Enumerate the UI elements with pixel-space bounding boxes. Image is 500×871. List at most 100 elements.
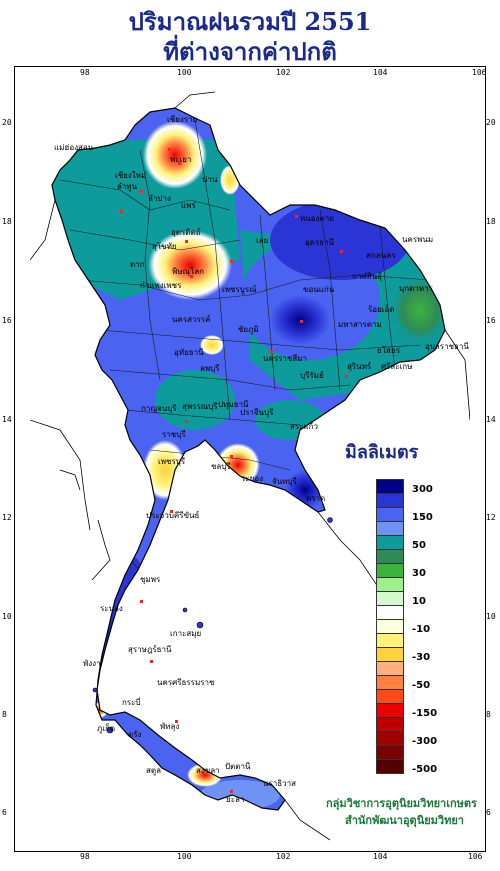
legend-swatch bbox=[376, 633, 404, 648]
place-label: เลย bbox=[256, 236, 269, 245]
place-label: ชุมพร bbox=[140, 575, 161, 584]
place-label: พัทลุง bbox=[160, 722, 180, 731]
place-label: สุราษฎร์ธานี bbox=[128, 645, 172, 654]
place-label: ร้อยเอ็ด bbox=[368, 305, 395, 314]
rainfall-anomaly-map bbox=[30, 91, 470, 841]
place-label: นครศรีธรรมราช bbox=[157, 678, 215, 687]
place-label: นครพนม bbox=[402, 235, 434, 244]
station-markers bbox=[120, 148, 348, 793]
place-label: สงขลา bbox=[196, 766, 220, 775]
place-label: อุทัยธานี bbox=[174, 348, 204, 357]
place-label: จันทบุรี bbox=[272, 477, 297, 486]
lat-tick-right-14: 14 bbox=[486, 415, 496, 424]
place-label: สระแก้ว bbox=[290, 422, 318, 431]
place-label: เชียงใหม่ bbox=[115, 171, 147, 180]
legend-label: -50 bbox=[412, 680, 431, 691]
legend-label: -300 bbox=[412, 736, 438, 747]
place-label: เชียงราย bbox=[167, 115, 198, 124]
credit-line-1: กลุ่มวิชาการอุตุนิยมวิทยาเกษตร bbox=[326, 797, 477, 810]
lon-tick-bottom-100: 100 bbox=[177, 852, 192, 861]
place-label: บุรีรัมย์ bbox=[300, 371, 324, 380]
place-label: ปทุมธานี bbox=[218, 400, 249, 409]
place-label: สุโขทัย bbox=[152, 242, 177, 251]
legend-swatch bbox=[376, 605, 404, 620]
place-label: หนองคาย bbox=[300, 214, 334, 223]
place-label: มหาสารคาม bbox=[338, 320, 382, 329]
place-label: ระนอง bbox=[100, 604, 123, 613]
map-title: ปริมาณฝนรวมปี 2551 bbox=[128, 7, 372, 36]
place-label: ตรัง bbox=[128, 730, 142, 739]
lat-tick-right-6: 6 bbox=[486, 808, 491, 817]
legend-label: -500 bbox=[412, 764, 438, 775]
lat-tick-right-12: 12 bbox=[486, 513, 496, 522]
map-subtitle: ที่ต่างจากค่าปกติ bbox=[163, 37, 337, 66]
legend-swatch bbox=[376, 563, 404, 578]
lon-tick-top-104: 104 bbox=[373, 68, 388, 77]
place-label: มุกดาหาร bbox=[399, 284, 433, 293]
legend-swatch bbox=[376, 661, 404, 676]
place-label: กาญจนบุรี bbox=[141, 404, 177, 413]
place-label: เพชรบูรณ์ bbox=[222, 285, 257, 294]
lat-tick-left-10: 10 bbox=[2, 612, 12, 621]
lat-tick-right-20: 20 bbox=[486, 118, 496, 127]
place-label: สุพรรณบุรี bbox=[182, 402, 218, 411]
place-label: เพชรบุรี bbox=[158, 457, 186, 466]
lat-tick-left-18: 18 bbox=[2, 217, 12, 226]
place-label: ประจวบคีรีขันธ์ bbox=[146, 511, 200, 520]
place-label: นครสวรรค์ bbox=[172, 315, 211, 324]
legend-swatch bbox=[376, 521, 404, 536]
place-label: ชลบุรี bbox=[211, 462, 231, 471]
lon-tick-top-106: 106 bbox=[472, 68, 487, 77]
legend-label: 10 bbox=[412, 596, 426, 607]
legend bbox=[376, 479, 404, 774]
place-label: พิษณุโลก bbox=[172, 267, 205, 276]
legend-swatch bbox=[376, 717, 404, 732]
neighbor-borders bbox=[30, 91, 470, 841]
legend-swatch bbox=[376, 647, 404, 662]
legend-swatch bbox=[376, 535, 404, 550]
place-label: กระบี่ bbox=[122, 698, 141, 707]
lat-tick-left-20: 20 bbox=[2, 118, 12, 127]
legend-label: 150 bbox=[412, 512, 433, 523]
place-label: สุรินทร์ bbox=[347, 362, 372, 371]
lat-tick-right-16: 16 bbox=[486, 316, 496, 325]
legend-label: 300 bbox=[412, 484, 433, 495]
legend-swatch bbox=[376, 745, 404, 760]
lon-tick-top-102: 102 bbox=[276, 68, 291, 77]
legend-label: -30 bbox=[412, 652, 431, 663]
place-label: ราชบุรี bbox=[162, 430, 186, 439]
lon-tick-top-100: 100 bbox=[177, 68, 192, 77]
place-label: แพร่ bbox=[181, 201, 196, 210]
lat-tick-left-8: 8 bbox=[2, 710, 7, 719]
legend-swatch bbox=[376, 759, 404, 774]
place-label: ตาก bbox=[130, 260, 145, 269]
lat-tick-left-16: 16 bbox=[2, 316, 12, 325]
place-label: ลำปาง bbox=[148, 194, 171, 203]
place-label: พะเยา bbox=[170, 155, 192, 164]
legend-swatch bbox=[376, 591, 404, 606]
place-label: ภูเก็ต bbox=[97, 724, 116, 733]
lat-tick-left-14: 14 bbox=[2, 415, 12, 424]
place-label: สกลนคร bbox=[366, 251, 396, 260]
place-label: อุตรดิตถ์ bbox=[171, 228, 201, 237]
legend-label: 30 bbox=[412, 568, 426, 579]
place-label: เกาะสมุย bbox=[170, 629, 202, 638]
legend-label: -10 bbox=[412, 624, 431, 635]
place-label: ลพบุรี bbox=[200, 364, 220, 373]
legend-title: มิลลิเมตร bbox=[345, 442, 419, 463]
place-label: สตูล bbox=[146, 766, 161, 775]
lat-tick-right-10: 10 bbox=[486, 612, 496, 621]
place-label: อุบลราชธานี bbox=[425, 342, 469, 351]
islands bbox=[92, 517, 333, 734]
legend-swatch bbox=[376, 507, 404, 522]
lon-tick-bottom-98: 98 bbox=[80, 852, 90, 861]
place-label: นราธิวาส bbox=[263, 779, 297, 788]
lat-tick-left-6: 6 bbox=[2, 808, 7, 817]
legend-swatch bbox=[376, 731, 404, 746]
place-label: อุดรธานี bbox=[305, 238, 335, 247]
place-label: ตราด bbox=[306, 494, 326, 503]
place-label: ยะลา bbox=[226, 795, 245, 804]
place-label: พังงา bbox=[83, 659, 101, 668]
place-label: ปัตตานี bbox=[225, 762, 251, 771]
place-label: ขอนแก่น bbox=[303, 285, 335, 294]
